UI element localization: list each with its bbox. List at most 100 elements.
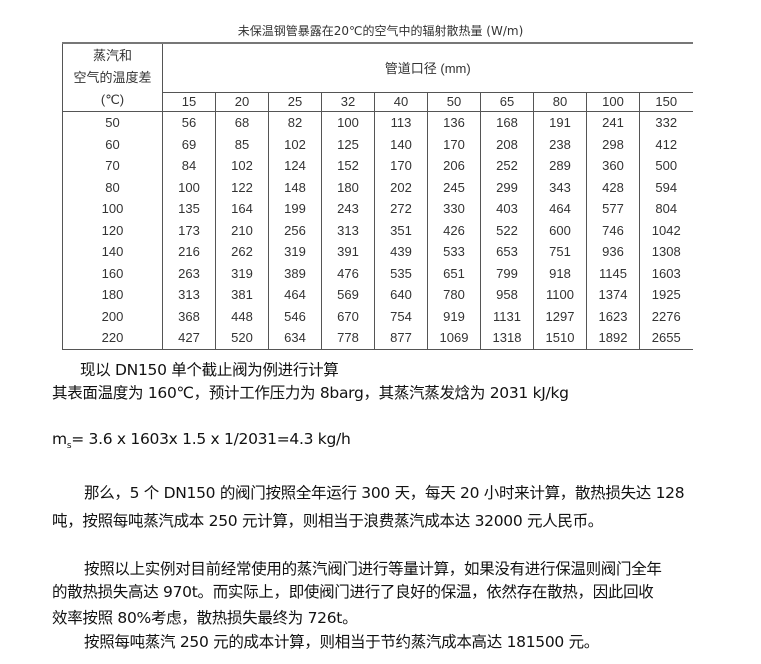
table-cell: 1318 xyxy=(480,327,534,350)
table-cell: 100 xyxy=(321,111,375,134)
table-cell: 313 xyxy=(162,284,216,306)
table-cell: 1042 xyxy=(639,219,693,241)
table-cell: 168 xyxy=(480,111,534,134)
table-row: 80 100 122 148 180 202 245 299 343 428 594 xyxy=(62,176,693,198)
table-cell: 263 xyxy=(162,262,216,284)
table-cell: 173 xyxy=(162,219,216,241)
table-cell: 919 xyxy=(427,305,481,327)
table-cell: 780 xyxy=(427,284,481,306)
paragraph-4c: 效率按照 80%考虑，散热损失最终为 726t。 xyxy=(52,609,358,627)
table-cell: 500 xyxy=(639,155,693,177)
table-cell: 1603 xyxy=(639,262,693,284)
table-cell: 594 xyxy=(639,176,693,198)
table-cell: 1131 xyxy=(480,305,534,327)
table-cell: 670 xyxy=(321,305,375,327)
table-cell: 124 xyxy=(268,155,322,177)
table-cell: 319 xyxy=(215,262,269,284)
paragraph-5: 按照每吨蒸汽 250 元的成本计算，则相当于节约蒸汽成本高达 181500 元。 xyxy=(84,633,599,651)
table-cell: 180 xyxy=(321,176,375,198)
table-cell: 140 xyxy=(374,133,428,155)
table-cell: 170 xyxy=(427,133,481,155)
table-cell: 877 xyxy=(374,327,428,350)
paragraph-3a: 那么，5 个 DN150 的阀门按照全年运行 300 天，每天 20 小时来计算… xyxy=(84,484,685,502)
row-label: 140 xyxy=(62,241,163,263)
table-cell: 428 xyxy=(586,176,640,198)
row-label: 120 xyxy=(62,219,163,241)
table-row: 160 263 319 389 476 535 651 799 918 1145 1603 xyxy=(62,262,693,284)
table-cell: 520 xyxy=(215,327,269,350)
table-cell: 546 xyxy=(268,305,322,327)
table-cell: 640 xyxy=(374,284,428,306)
table-cell: 448 xyxy=(215,305,269,327)
formula: ms= 3.6 x 1603x 1.5 x 1/2031=4.3 kg/h xyxy=(52,430,351,451)
table-cell: 634 xyxy=(268,327,322,350)
table-cell: 804 xyxy=(639,198,693,220)
formula-m: m xyxy=(52,430,67,448)
table-cell: 1510 xyxy=(533,327,587,350)
row-label: 60 xyxy=(62,133,163,155)
column-header: 100 xyxy=(586,91,640,113)
table-row: 220 427 520 634 778 877 1069 1318 1510 1892 2655 xyxy=(62,327,693,350)
table-row: 180 313 381 464 569 640 780 958 1100 1374 1925 xyxy=(62,284,693,306)
table-cell: 68 xyxy=(215,111,269,134)
table-cell: 533 xyxy=(427,241,481,263)
table-cell: 464 xyxy=(268,284,322,306)
paragraph-2: 其表面温度为 160℃，预计工作压力为 8barg，其蒸汽蒸发焓为 2031 k… xyxy=(52,384,569,402)
table-cell: 360 xyxy=(586,155,640,177)
table-cell: 799 xyxy=(480,262,534,284)
table-cell: 206 xyxy=(427,155,481,177)
table-cell: 100 xyxy=(162,176,216,198)
row-label: 50 xyxy=(62,111,163,134)
table-row: 60 69 85 102 125 140 170 208 238 298 412 xyxy=(62,133,693,155)
column-header: 20 xyxy=(215,91,269,113)
table-cell: 1069 xyxy=(427,327,481,350)
table-cell: 403 xyxy=(480,198,534,220)
row-header: 蒸汽和 空气的温度差 (℃) xyxy=(62,42,163,112)
table-cell: 1308 xyxy=(639,241,693,263)
table-cell: 391 xyxy=(321,241,375,263)
row-label: 100 xyxy=(62,198,163,220)
table-cell: 152 xyxy=(321,155,375,177)
table-cell: 125 xyxy=(321,133,375,155)
column-header: 80 xyxy=(533,91,587,113)
table-cell: 1374 xyxy=(586,284,640,306)
table-cell: 252 xyxy=(480,155,534,177)
table-cell: 262 xyxy=(215,241,269,263)
row-label: 70 xyxy=(62,155,163,177)
table-cell: 653 xyxy=(480,241,534,263)
table-cell: 332 xyxy=(639,111,693,134)
paragraph-4b: 的散热损失高达 970t。而实际上，即使阀门进行了良好的保温，依然存在散热，因此… xyxy=(52,583,654,601)
table-cell: 2276 xyxy=(639,305,693,327)
table-cell: 381 xyxy=(215,284,269,306)
column-header: 25 xyxy=(268,91,322,113)
formula-rest: = 3.6 x 1603x 1.5 x 1/2031=4.3 kg/h xyxy=(71,430,351,448)
row-label: 180 xyxy=(62,284,163,306)
table-cell: 319 xyxy=(268,241,322,263)
column-header: 15 xyxy=(162,91,216,113)
table-cell: 256 xyxy=(268,219,322,241)
table-cell: 1623 xyxy=(586,305,640,327)
table-cell: 569 xyxy=(321,284,375,306)
table-cell: 56 xyxy=(162,111,216,134)
table-cell: 958 xyxy=(480,284,534,306)
column-header: 50 xyxy=(427,91,481,113)
table-cell: 298 xyxy=(586,133,640,155)
table-cell: 82 xyxy=(268,111,322,134)
table-cell: 936 xyxy=(586,241,640,263)
table-cell: 85 xyxy=(215,133,269,155)
table-cell: 102 xyxy=(268,133,322,155)
table-cell: 102 xyxy=(215,155,269,177)
table-cell: 1925 xyxy=(639,284,693,306)
table-cell: 84 xyxy=(162,155,216,177)
table-row: 100 135 164 199 243 272 330 403 464 577 804 xyxy=(62,198,693,220)
table-cell: 651 xyxy=(427,262,481,284)
table-cell: 299 xyxy=(480,176,534,198)
table-cell: 210 xyxy=(215,219,269,241)
table-cell: 343 xyxy=(533,176,587,198)
table-cell: 476 xyxy=(321,262,375,284)
table-cell: 600 xyxy=(533,219,587,241)
table-cell: 148 xyxy=(268,176,322,198)
column-header: 65 xyxy=(480,91,534,113)
table-cell: 208 xyxy=(480,133,534,155)
table-cell: 778 xyxy=(321,327,375,350)
